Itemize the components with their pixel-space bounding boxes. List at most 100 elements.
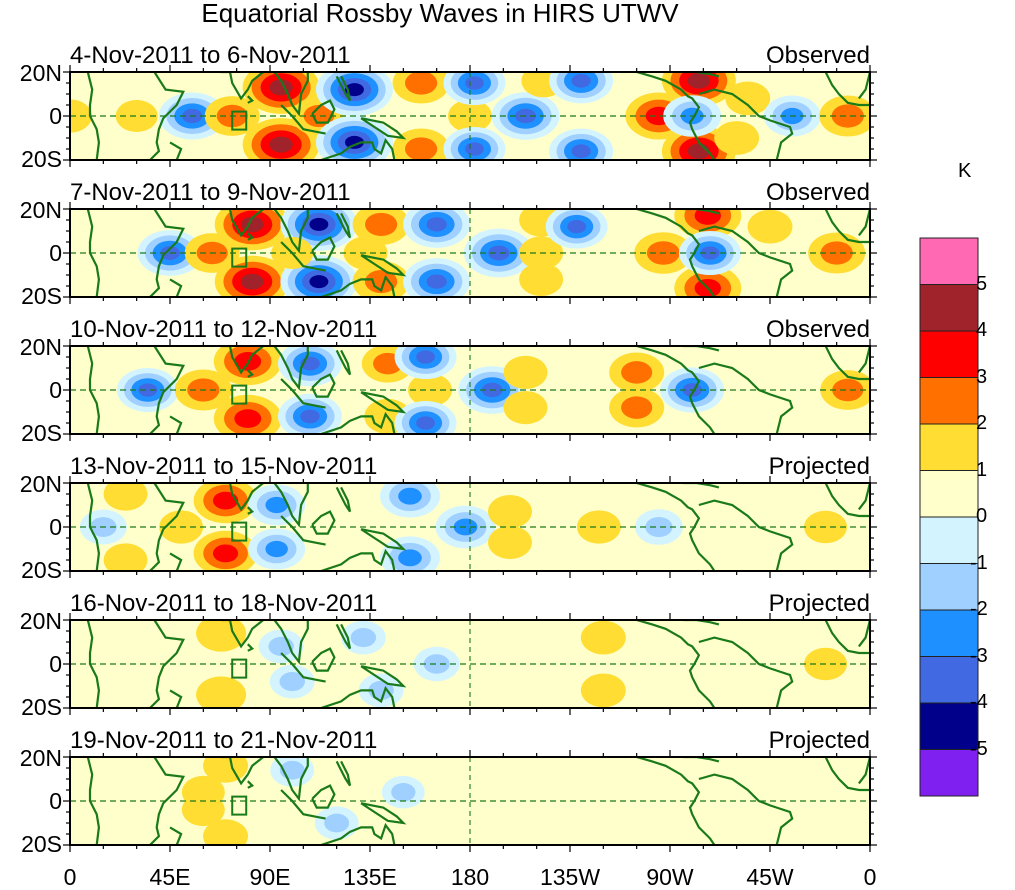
contour-fill (416, 350, 435, 364)
y-tick-label: 0 (49, 651, 62, 677)
colorbar-tick-label: -4 (970, 691, 988, 713)
coastline (280, 241, 326, 272)
colorbar-swatch (919, 609, 979, 657)
coastline (360, 117, 407, 140)
contour-fill (831, 104, 864, 128)
anomaly-feature (381, 775, 425, 809)
anomaly-feature (103, 543, 148, 571)
anomaly-feature (193, 530, 258, 571)
anomaly-feature (196, 620, 247, 652)
anomaly-feature (193, 483, 258, 524)
contour-fill (240, 273, 264, 290)
anomaly-feature (280, 209, 358, 251)
x-tick-label: 90E (249, 864, 291, 890)
contour-fill (324, 813, 350, 833)
coastline (221, 72, 264, 101)
coastline (320, 685, 396, 708)
map-panel-4 (63, 476, 877, 578)
contour-fill (265, 496, 288, 514)
reference-box (231, 247, 248, 268)
y-tick-label: 20N (19, 197, 62, 223)
contour-fill (300, 409, 320, 424)
contour-fill (196, 676, 247, 708)
anomaly-feature (203, 819, 249, 845)
y-tick-label: 20S (21, 146, 62, 172)
coastline (221, 757, 264, 786)
contour-fill (212, 491, 239, 510)
y-tick-label: 20N (19, 608, 62, 634)
anomaly-feature (580, 673, 626, 708)
contour-fill (265, 540, 288, 558)
anomaly-feature (403, 209, 471, 248)
anomaly-feature (315, 72, 393, 117)
x-tick-label: 135W (539, 864, 601, 890)
anomaly-feature (714, 121, 760, 155)
anomaly-feature (248, 484, 306, 526)
coastline (824, 620, 870, 655)
colorbar-swatch (919, 702, 979, 750)
anomaly-feature (352, 261, 410, 297)
coastline (273, 483, 309, 528)
contour-fill (309, 275, 329, 289)
coastline (698, 636, 794, 708)
anomaly-feature (609, 387, 665, 428)
contour-fill (345, 135, 364, 149)
contour-fill (488, 245, 510, 261)
anomaly-feature (503, 355, 548, 389)
anomaly-feature (394, 401, 457, 434)
coastline (149, 483, 185, 571)
anomaly-feature (116, 368, 179, 412)
colorbar-tick-label: 0 (976, 505, 988, 527)
contour-fill (181, 793, 225, 827)
coastline (858, 209, 870, 237)
y-tick-label: 0 (49, 514, 62, 540)
colorbar-tick-label: -2 (970, 598, 988, 620)
coastline (360, 254, 407, 277)
coastline (221, 620, 264, 649)
colorbar-swatch (919, 749, 979, 797)
contour-fill (580, 673, 626, 708)
coastline (169, 278, 183, 297)
coastline (683, 757, 720, 763)
panel-period-label: 13-Nov-2011 to 15-Nov-2011 (70, 453, 378, 480)
contour-fill (832, 378, 864, 402)
colorbar-swatch (919, 284, 979, 332)
anomaly-feature (214, 209, 290, 251)
map-panel-1 (63, 65, 877, 167)
coastline (247, 369, 255, 378)
contour-fill (279, 672, 305, 692)
anomaly-feature (269, 664, 315, 699)
coastline (824, 72, 870, 107)
panel-period-label: 10-Nov-2011 to 12-Nov-2011 (70, 316, 378, 343)
coastline (280, 652, 326, 683)
coastline (221, 483, 264, 512)
anomaly-feature (213, 394, 282, 434)
contour-fill (465, 76, 484, 90)
map-panel-6 (63, 750, 877, 852)
coastline (247, 643, 255, 652)
colorbar-swatch (919, 330, 979, 378)
contour-fill (465, 142, 484, 156)
coastline (311, 373, 336, 398)
contour-fill (365, 212, 398, 236)
contour-fill (115, 100, 158, 132)
anomaly-feature (674, 264, 742, 297)
contour-fill (567, 219, 587, 234)
contour-fill (269, 136, 293, 153)
coastline (280, 789, 326, 820)
y-tick-label: 0 (49, 788, 62, 814)
colorbar-tick-label: -1 (970, 551, 988, 574)
y-tick-label: 20S (21, 831, 62, 857)
anomaly-feature (443, 127, 506, 160)
coastline (149, 72, 185, 160)
coastline (169, 689, 183, 708)
chart-title: Equatorial Rossby Waves in HIRS UTWV (201, 0, 679, 28)
panel-status-label: Observed (765, 316, 870, 343)
contour-fill (503, 391, 548, 425)
coastline (273, 757, 309, 802)
panel-period-label: 7-Nov-2011 to 9-Nov-2011 (70, 179, 351, 206)
coastline (698, 773, 794, 845)
anomaly-feature (380, 536, 440, 571)
contour-fill (309, 217, 329, 231)
